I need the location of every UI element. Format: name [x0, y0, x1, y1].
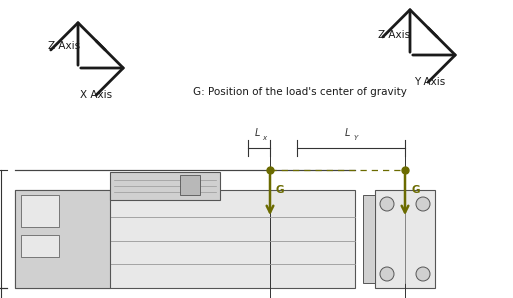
Circle shape: [380, 267, 394, 281]
Text: L: L: [344, 128, 350, 138]
Text: Z Axis: Z Axis: [378, 30, 410, 40]
Text: Y: Y: [354, 135, 358, 141]
Bar: [375, 190, 435, 288]
Bar: [21, 235, 59, 257]
Text: Y Axis: Y Axis: [415, 77, 446, 87]
Text: Z Axis: Z Axis: [48, 41, 80, 51]
Text: G: Position of the load's center of gravity: G: Position of the load's center of grav…: [193, 87, 407, 97]
Bar: [21, 195, 59, 227]
Text: G: G: [411, 185, 420, 195]
Circle shape: [416, 267, 430, 281]
Circle shape: [416, 197, 430, 211]
Text: x: x: [262, 135, 266, 141]
Text: G: G: [276, 185, 285, 195]
Bar: [15, 190, 110, 288]
Bar: [110, 172, 220, 200]
Circle shape: [380, 197, 394, 211]
Text: X Axis: X Axis: [80, 90, 112, 100]
Bar: [15, 190, 355, 288]
Bar: [363, 195, 375, 283]
Text: L: L: [254, 128, 260, 138]
Bar: [180, 175, 200, 195]
Text: z: z: [0, 239, 1, 243]
